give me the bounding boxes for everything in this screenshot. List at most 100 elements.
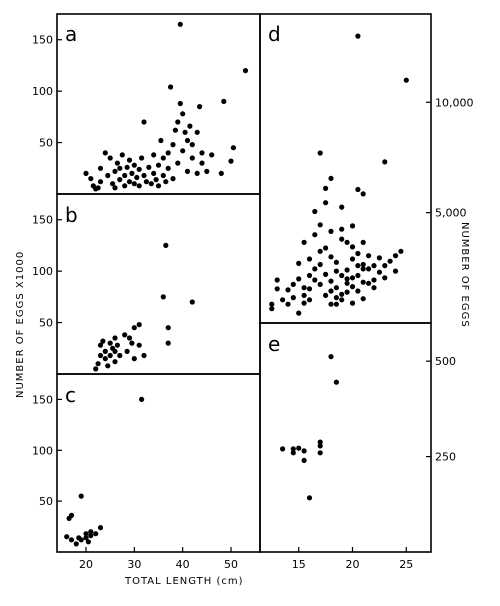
panel-b-point — [100, 338, 106, 344]
panel-a-point — [177, 100, 183, 107]
panel-a-point — [117, 165, 123, 171]
panel-b-point — [136, 342, 142, 348]
panel-a-point — [160, 172, 166, 179]
panel-d-point — [323, 271, 329, 277]
panel-b-point — [165, 340, 171, 346]
panel-b-frame — [56, 193, 261, 375]
panel-c-point — [88, 529, 94, 535]
panel-b-letter: b — [65, 203, 78, 227]
panel-a-point — [189, 142, 195, 148]
panel-d-point — [290, 281, 296, 287]
panel-d-letter: d — [268, 22, 281, 46]
panel-a-point — [83, 170, 89, 176]
panel-d-point — [403, 77, 409, 83]
panel-d-point — [317, 248, 323, 254]
panel-d-point — [339, 291, 345, 297]
panel-c-point — [97, 525, 104, 531]
panel-d-point — [312, 277, 318, 283]
panel-b-point — [97, 352, 104, 359]
panel-d-point — [323, 185, 329, 191]
panel-a-point — [194, 129, 200, 135]
panel-d-point — [296, 260, 302, 266]
panel-a-point — [170, 176, 176, 182]
panel-c-point — [64, 534, 70, 540]
panel-d-point — [317, 150, 323, 156]
panel-e-x-tick-label: 25 — [399, 558, 413, 571]
panel-e-point — [290, 450, 296, 456]
panel-d-point — [306, 272, 313, 279]
panel-a-point — [197, 104, 203, 110]
panel-a-point — [102, 150, 108, 156]
panel-a-point — [204, 168, 210, 174]
panel-b-point — [189, 299, 195, 305]
panel-e-x-tick-label: 20 — [345, 558, 359, 571]
panel-a-point — [124, 164, 130, 170]
panel-a-point — [95, 185, 101, 191]
panel-a-point — [136, 166, 142, 172]
panel-b-point — [163, 242, 169, 248]
panel-d-point — [333, 295, 339, 301]
panel-c-point — [139, 396, 145, 402]
panel-a-point — [126, 157, 133, 163]
panel-b-point — [117, 352, 123, 359]
panel-a-point — [107, 155, 113, 161]
panel-a-point — [189, 155, 195, 161]
panel-d-y-tick-label: 5,000 — [435, 207, 467, 220]
panel-d-point — [285, 287, 291, 293]
panel-b-point — [126, 335, 133, 341]
panel-a-y-tick-label: 50 — [39, 137, 53, 150]
panel-d-point — [376, 269, 382, 275]
panel-e-y-tick-label: 250 — [435, 451, 456, 464]
panel-b-point — [141, 352, 147, 359]
panel-d-y-tick-label: 10,000 — [435, 96, 474, 109]
panel-d-point — [339, 297, 345, 303]
panel-a-point — [146, 164, 152, 170]
panel-b-point — [102, 356, 108, 362]
panel-a-point — [110, 181, 116, 187]
panel-d-frame — [259, 13, 432, 324]
panel-d-point — [371, 277, 377, 283]
panel-b-point — [165, 325, 171, 331]
panel-d-point — [360, 191, 366, 197]
panel-a-point — [230, 145, 236, 151]
panel-a-point — [175, 119, 181, 125]
panel-d-point — [269, 301, 275, 307]
panel-a-point — [131, 181, 137, 187]
panel-d-point — [323, 200, 329, 206]
panel-a-point — [105, 172, 111, 179]
panel-a-point — [148, 181, 154, 187]
panel-d-point — [366, 266, 372, 272]
panel-d-point — [306, 286, 313, 292]
panel-a-point — [129, 170, 135, 176]
panel-d-point — [349, 275, 356, 281]
panel-d-point — [339, 272, 345, 279]
panel-a-point — [153, 177, 159, 183]
panel-e-x-tick-label: 15 — [292, 558, 306, 571]
panel-c-x-tick-label: 20 — [79, 558, 93, 571]
panel-e-point — [280, 446, 286, 452]
panel-d-point — [392, 253, 399, 259]
panel-b-point — [124, 348, 130, 354]
panel-c-point — [93, 531, 99, 537]
panel-d-point — [376, 255, 382, 261]
panel-a-point — [136, 183, 142, 189]
panel-d-point — [360, 296, 366, 302]
panel-d-point — [360, 261, 366, 268]
panel-c-letter: c — [65, 383, 76, 407]
panel-d-point — [274, 277, 280, 283]
panel-d-point — [349, 256, 356, 262]
panel-e-point — [301, 457, 307, 463]
panel-a-point — [155, 162, 162, 168]
panel-c-point — [88, 533, 94, 539]
panel-b-y-tick-label: 100 — [32, 265, 53, 278]
y-axis-title-left: NUMBER OF EGGS X1000 — [15, 251, 26, 398]
panel-c-x-tick-label: 50 — [224, 558, 238, 571]
panel-a-point — [218, 170, 224, 176]
panel-b-y-tick-label: 150 — [32, 214, 53, 227]
panel-b-point — [105, 363, 111, 369]
panel-d-point — [387, 258, 393, 264]
x-axis-title: TOTAL LENGTH (cm) — [124, 576, 244, 587]
panel-d-point — [317, 261, 323, 268]
panel-a-point — [97, 179, 104, 185]
panel-a-point — [155, 183, 162, 189]
